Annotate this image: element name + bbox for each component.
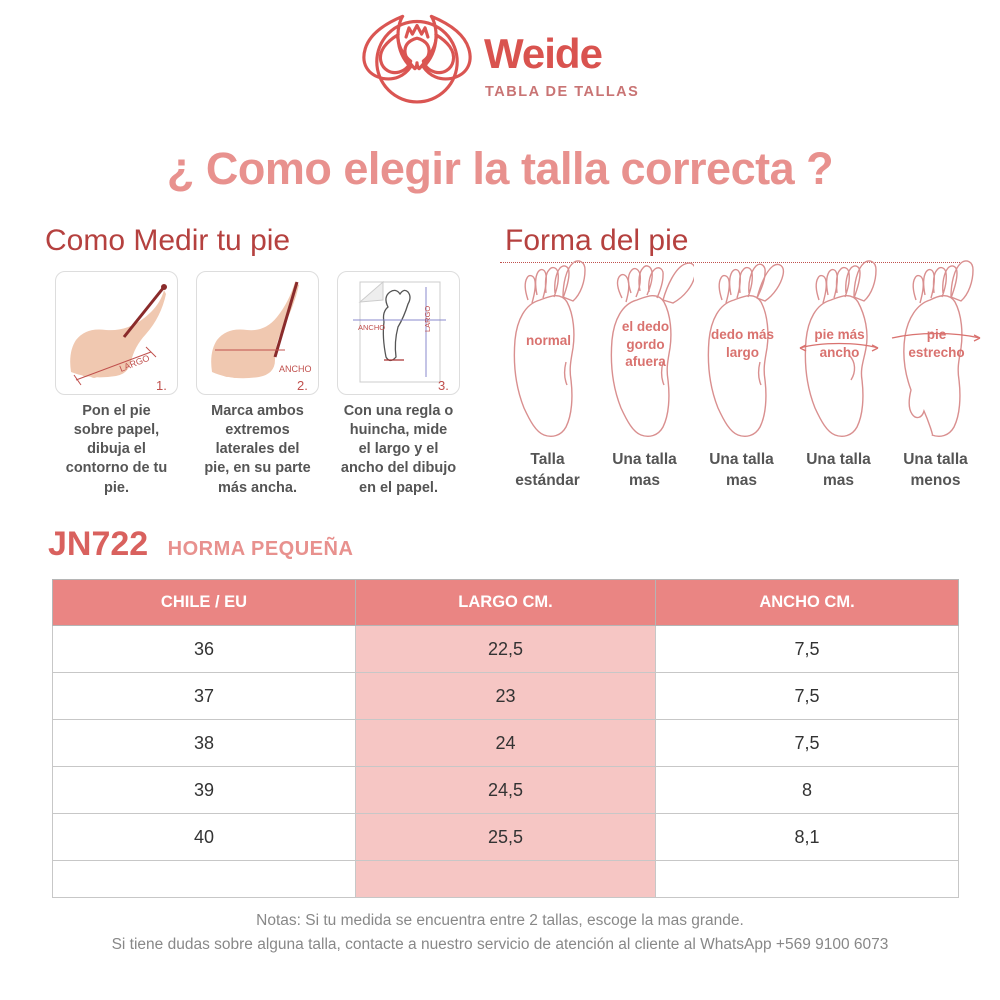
svg-text:LARGO: LARGO: [423, 306, 432, 332]
svg-text:ANCHO: ANCHO: [358, 323, 385, 332]
svg-text:ANCHO: ANCHO: [279, 364, 312, 374]
svg-text:2.: 2.: [297, 378, 308, 393]
svg-text:3.: 3.: [438, 378, 449, 393]
svg-text:1.: 1.: [156, 378, 167, 393]
